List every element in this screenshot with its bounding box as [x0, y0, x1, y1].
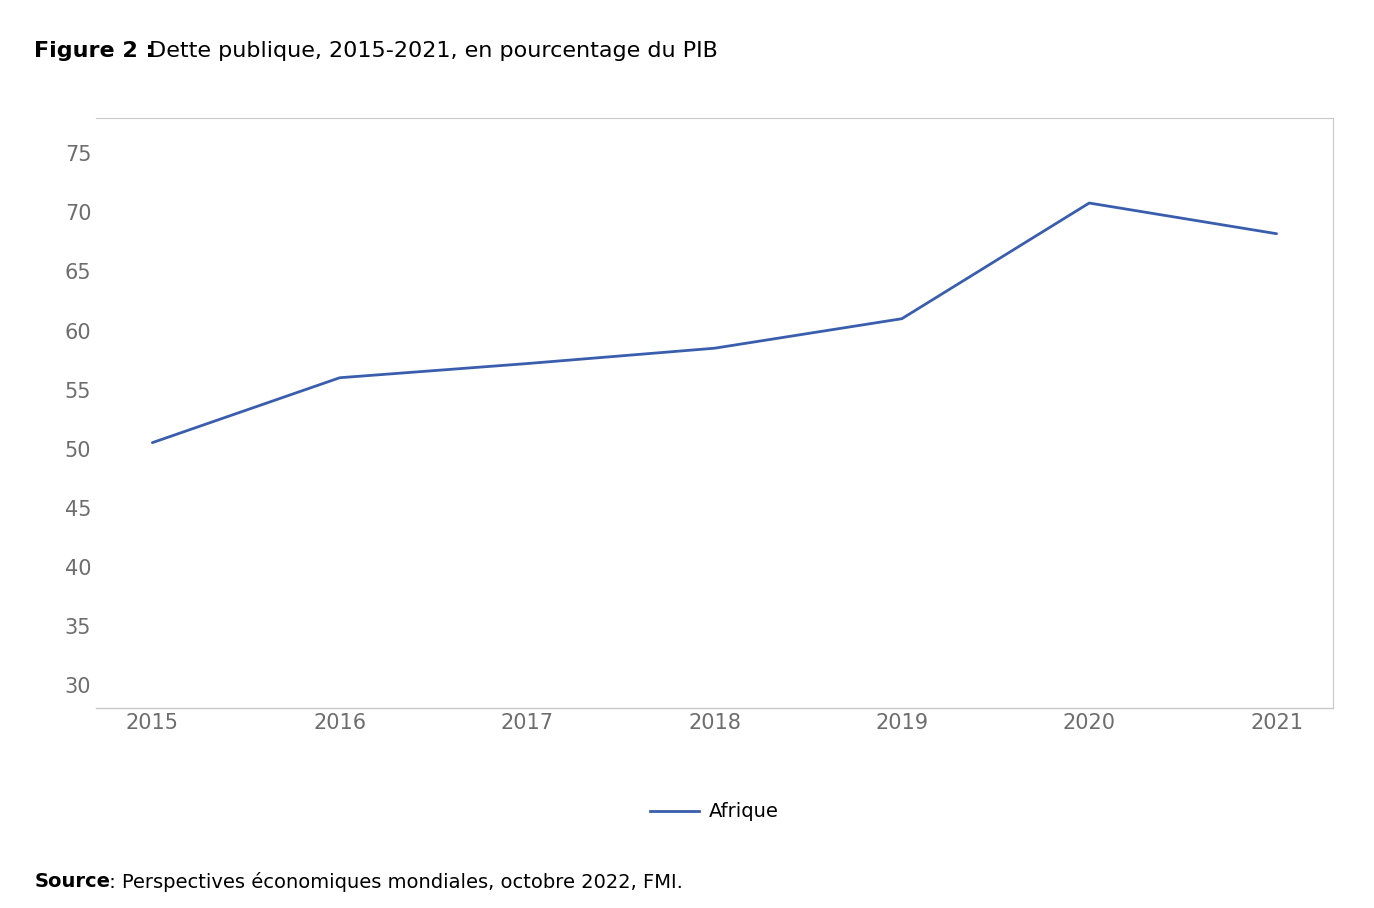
- Text: : Perspectives économiques mondiales, octobre 2022, FMI.: : Perspectives économiques mondiales, oc…: [103, 872, 683, 892]
- Text: Figure 2 :: Figure 2 :: [34, 41, 155, 61]
- Text: Dette publique, 2015-2021, en pourcentage du PIB: Dette publique, 2015-2021, en pourcentag…: [142, 41, 717, 61]
- Text: Source: Source: [34, 872, 110, 891]
- Legend: Afrique: Afrique: [643, 794, 786, 829]
